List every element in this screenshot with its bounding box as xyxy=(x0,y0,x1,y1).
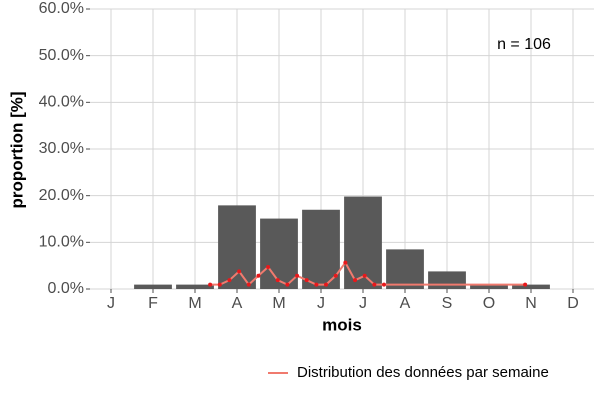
y-tick-label: 20.0% xyxy=(39,187,84,204)
x-tick-label: J xyxy=(317,295,325,312)
x-tick-label: M xyxy=(188,295,201,312)
y-tick-label: 10.0% xyxy=(39,234,84,251)
bar xyxy=(470,284,508,289)
point xyxy=(372,282,377,287)
point xyxy=(227,278,232,283)
point xyxy=(353,278,358,283)
x-tick-label: S xyxy=(442,295,453,312)
y-tick-label: 50.0% xyxy=(39,47,84,64)
y-tick-label: 60.0% xyxy=(39,0,84,17)
point xyxy=(333,273,338,278)
point xyxy=(266,264,271,269)
point xyxy=(256,273,261,278)
point xyxy=(275,278,280,283)
bar xyxy=(512,284,550,289)
point xyxy=(343,260,348,265)
point xyxy=(314,282,319,287)
bar xyxy=(386,249,424,289)
point xyxy=(217,282,222,287)
point xyxy=(382,282,386,287)
x-tick-label: N xyxy=(525,295,537,312)
point xyxy=(237,269,242,274)
point xyxy=(523,282,528,287)
point xyxy=(295,273,300,278)
x-tick-label: O xyxy=(483,295,495,312)
x-tick-label: M xyxy=(272,295,285,312)
annotation: n = 106 xyxy=(497,36,551,53)
point xyxy=(304,278,309,283)
point xyxy=(362,273,367,278)
y-axis-title: proportion [%] xyxy=(7,91,26,208)
labels: 0.0% 10.0% 20.0% 30.0% 40.0% 50.0% 60.0% J F M A M J… xyxy=(39,0,579,381)
y-tick-label: 0.0% xyxy=(48,280,84,297)
point xyxy=(246,282,251,287)
x-tick-label: D xyxy=(567,295,579,312)
point xyxy=(208,282,213,287)
x-axis-title: mois xyxy=(322,315,362,334)
x-tick-label: A xyxy=(400,295,411,312)
bar xyxy=(176,284,214,289)
bar xyxy=(134,284,172,289)
bar xyxy=(260,218,298,289)
point xyxy=(324,282,329,287)
bar xyxy=(218,205,256,289)
x-tick-label: A xyxy=(232,295,243,312)
bar xyxy=(428,271,466,289)
point xyxy=(285,282,290,287)
x-tick-label: J xyxy=(107,295,115,312)
bar xyxy=(302,209,340,289)
x-tick-label: F xyxy=(148,295,158,312)
y-tick-label: 30.0% xyxy=(39,140,84,157)
marks xyxy=(134,196,550,289)
legend-label: Distribution des données par semaine xyxy=(297,364,549,381)
y-tick-label: 40.0% xyxy=(39,94,84,111)
x-tick-label: J xyxy=(359,295,367,312)
